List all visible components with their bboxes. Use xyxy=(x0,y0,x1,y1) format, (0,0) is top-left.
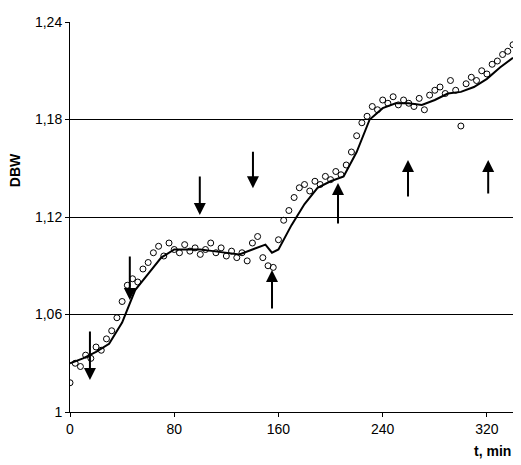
svg-text:t, min: t, min xyxy=(474,443,511,459)
svg-text:DBW: DBW xyxy=(7,153,23,187)
svg-text:1: 1 xyxy=(54,404,62,420)
svg-text:1,18: 1,18 xyxy=(35,111,62,127)
svg-text:320: 320 xyxy=(475,421,499,437)
svg-text:1,06: 1,06 xyxy=(35,306,62,322)
svg-text:1,24: 1,24 xyxy=(35,14,62,30)
svg-text:240: 240 xyxy=(371,421,395,437)
svg-text:1,12: 1,12 xyxy=(35,209,62,225)
svg-text:0: 0 xyxy=(66,421,74,437)
svg-text:160: 160 xyxy=(267,421,291,437)
svg-text:80: 80 xyxy=(166,421,182,437)
